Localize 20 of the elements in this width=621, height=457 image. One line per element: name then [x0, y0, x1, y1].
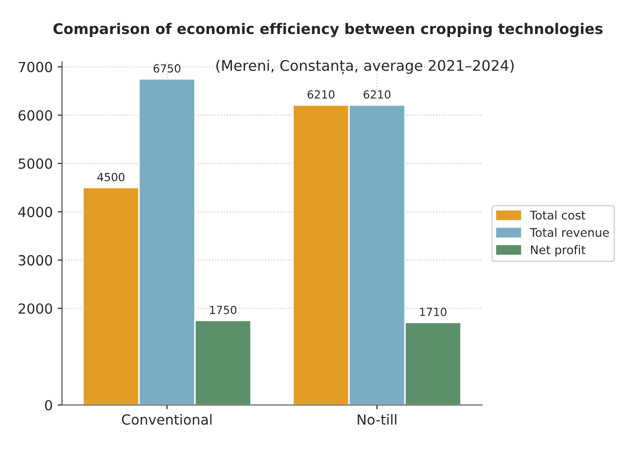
data-label: 1710: [420, 308, 446, 316]
y-tick-label: 3000: [18, 255, 52, 266]
chart-subtitle: (Mereni, Constanța, average 2021–2024): [216, 60, 514, 74]
data-label: 1750: [210, 306, 236, 314]
x-tick-label: No-till: [358, 414, 396, 425]
x-tick-label: Conventional: [122, 414, 212, 425]
data-label: 6210: [364, 90, 390, 99]
data-label: 6210: [308, 90, 334, 99]
y-tick-label: 4000: [18, 206, 52, 218]
legend-label: Net profit: [531, 245, 586, 257]
y-tick-label: 7000: [18, 62, 52, 72]
y-tick-label: 5000: [18, 158, 52, 169]
chart-title: Comparison of economic efficiency between cropping technologies: [53, 22, 603, 38]
legend-label: Total cost: [530, 210, 586, 220]
y-tick-label: 2000: [18, 303, 52, 314]
data-label: 4500: [97, 172, 124, 182]
y-tick-label: 6000: [18, 110, 52, 121]
data-label: 6750: [154, 64, 180, 73]
legend-label: Total revenue: [530, 228, 609, 237]
y-tick-label: 0: [45, 400, 52, 410]
